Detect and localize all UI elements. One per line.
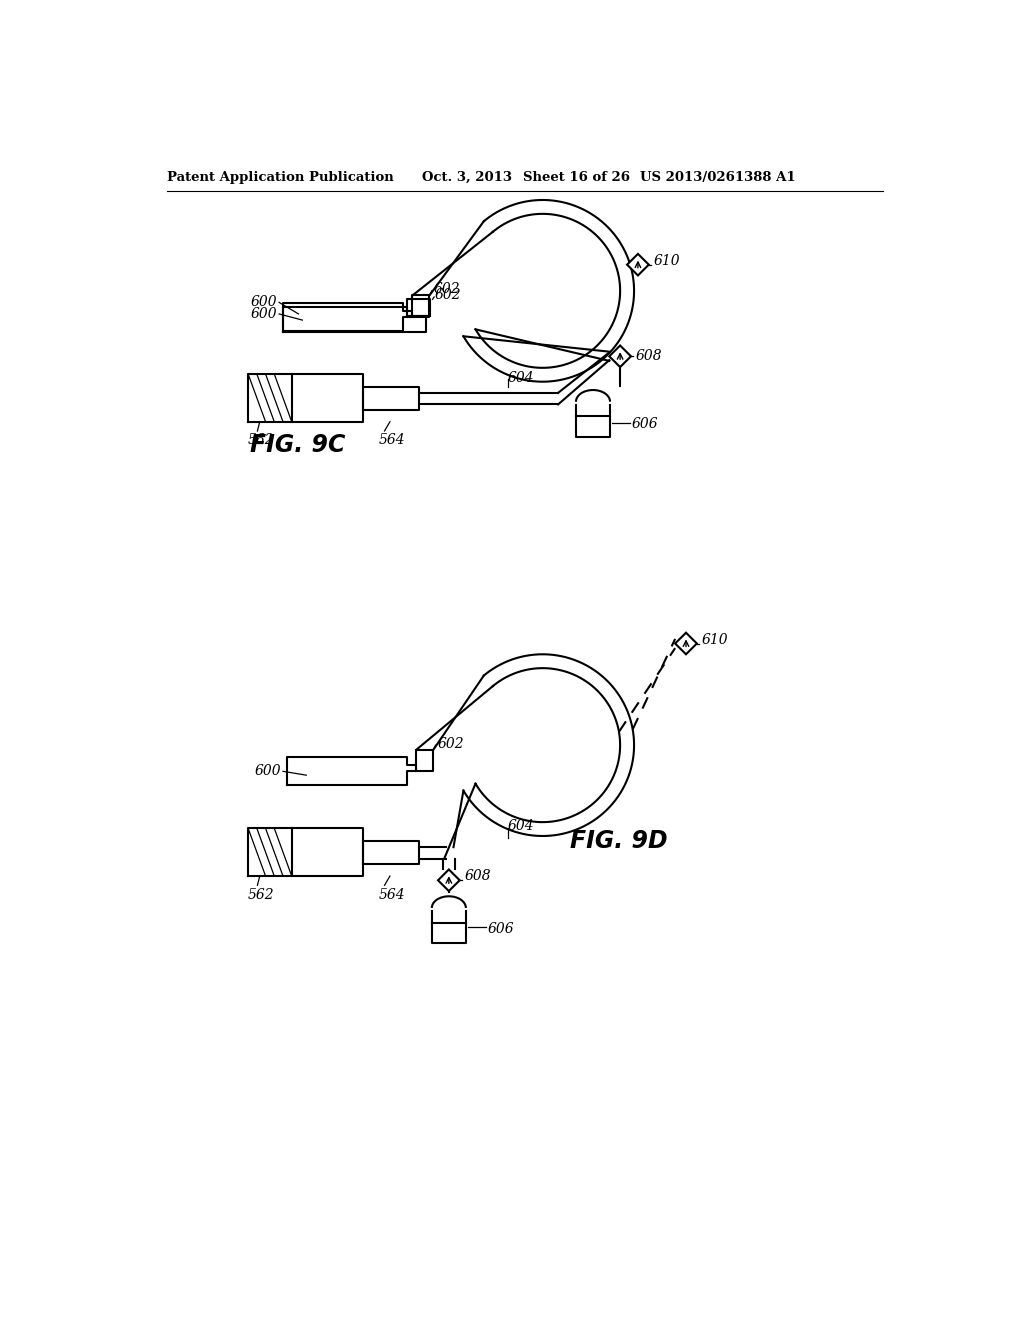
Text: 608: 608	[636, 350, 663, 363]
Polygon shape	[438, 870, 460, 891]
Text: Patent Application Publication: Patent Application Publication	[167, 172, 393, 185]
Text: 600: 600	[251, 308, 278, 321]
Text: FIG. 9C: FIG. 9C	[251, 433, 346, 457]
Text: US 2013/0261388 A1: US 2013/0261388 A1	[640, 172, 795, 185]
Text: 602: 602	[437, 737, 464, 751]
Text: 604: 604	[508, 818, 535, 833]
Text: 562: 562	[248, 887, 274, 902]
Text: Sheet 16 of 26: Sheet 16 of 26	[523, 172, 630, 185]
Text: 606: 606	[487, 921, 514, 936]
Text: 608: 608	[464, 870, 490, 883]
Text: 610: 610	[701, 632, 728, 647]
Polygon shape	[675, 632, 697, 655]
Text: 610: 610	[653, 253, 680, 268]
Text: 564: 564	[378, 887, 404, 902]
Polygon shape	[609, 346, 631, 367]
Text: 602: 602	[434, 289, 461, 302]
Text: Oct. 3, 2013: Oct. 3, 2013	[423, 172, 512, 185]
Text: 600: 600	[251, 296, 278, 309]
Text: 604: 604	[508, 371, 535, 385]
Text: 562: 562	[248, 433, 274, 447]
Text: 606: 606	[632, 417, 658, 432]
Text: FIG. 9D: FIG. 9D	[569, 829, 668, 854]
Polygon shape	[627, 253, 649, 276]
Text: 564: 564	[378, 433, 404, 447]
Text: 602: 602	[433, 282, 460, 296]
Text: 600: 600	[255, 764, 282, 779]
